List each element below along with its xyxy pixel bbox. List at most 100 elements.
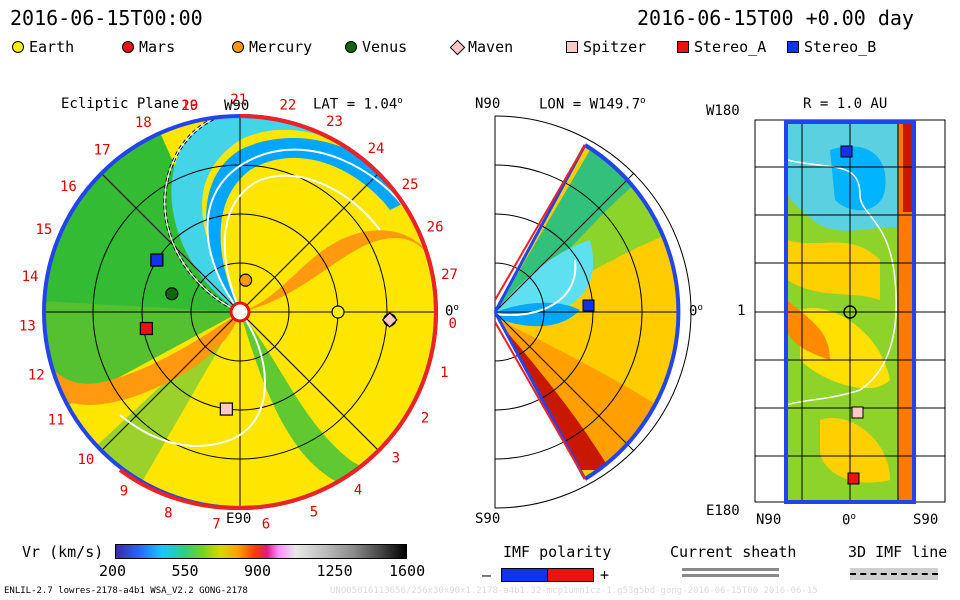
ecliptic-spitzer-marker xyxy=(219,402,233,416)
meridional-top-label: N90 xyxy=(475,96,501,112)
sector-label: 3 xyxy=(392,450,400,466)
sector-label: 9 xyxy=(120,484,128,500)
radial-top-left: W180 xyxy=(706,103,740,119)
radial-stereo-a-marker xyxy=(847,472,860,485)
sector-label: 25 xyxy=(402,177,419,193)
radial-x-mid: 0o xyxy=(842,512,856,529)
imf3d-title: 3D IMF line xyxy=(848,543,948,561)
sector-label: 0 xyxy=(448,316,456,332)
ecliptic-right-label: 0o xyxy=(445,303,459,320)
ecliptic-bottom-label: E90 xyxy=(226,511,252,527)
radial-earth-marker xyxy=(843,305,857,319)
sector-label: 20 xyxy=(181,98,198,114)
ecliptic-stereo_a-marker xyxy=(139,321,153,336)
legend-item-spitzer: Spitzer xyxy=(566,38,646,56)
legend-label: Spitzer xyxy=(583,38,647,56)
sector-label: 6 xyxy=(262,516,270,532)
radial-x-left: N90 xyxy=(756,512,782,528)
meridional-bottom-label: S90 xyxy=(475,511,501,527)
legend-label: Stereo_B xyxy=(804,38,877,56)
ecliptic-lat: LAT = 1.04o xyxy=(313,96,403,113)
stereo_b-symbol-icon xyxy=(787,41,799,53)
imf-plus: + xyxy=(600,566,610,584)
sheath-swatch xyxy=(682,568,779,580)
ecliptic-maven-marker xyxy=(381,311,398,328)
spitzer-symbol-icon xyxy=(566,41,578,53)
sector-label: 24 xyxy=(368,141,385,157)
ecliptic-mercury-marker xyxy=(239,273,253,287)
legend-item-mars: Mars xyxy=(122,38,175,56)
sector-label: 18 xyxy=(135,115,152,131)
ecliptic-earth-marker xyxy=(331,305,345,319)
legend-item-earth: Earth xyxy=(12,38,74,56)
stereo_a-symbol-icon xyxy=(677,41,689,53)
sector-label: 16 xyxy=(60,179,77,195)
sun-marker xyxy=(229,301,251,323)
sheath-title: Current sheath xyxy=(670,543,797,561)
radial-stereo-b-marker xyxy=(840,145,853,158)
legend-label: Earth xyxy=(29,38,75,56)
imf3d-swatch xyxy=(850,568,938,580)
sector-label: 10 xyxy=(77,452,94,468)
sector-label: 1 xyxy=(440,365,448,381)
sector-label: 14 xyxy=(22,269,39,285)
colorbar xyxy=(115,544,407,559)
left-timestamp: 2016-06-15T00:00 xyxy=(10,6,203,30)
legend-label: Venus xyxy=(362,38,408,56)
colorbar-tick: 1600 xyxy=(389,562,426,580)
meridional-right-label: 0o xyxy=(689,303,703,320)
colorbar-tick: 1250 xyxy=(316,562,353,580)
legend-label: Mercury xyxy=(249,38,313,56)
imf-positive-bar xyxy=(547,568,594,582)
meridional-stereo-b-marker xyxy=(582,299,595,312)
radial-spitzer-marker xyxy=(851,406,864,419)
colorbar-tick: 900 xyxy=(244,562,272,580)
sector-label: 23 xyxy=(326,114,343,130)
legend-item-stereo_b: Stereo_B xyxy=(787,38,876,56)
legend-item-stereo_a: Stereo_A xyxy=(677,38,766,56)
footer-left: ENLIL-2.7 lowres-2178-a4b1 WSA_V2.2 GONG… xyxy=(4,586,248,596)
earth-symbol-icon xyxy=(12,41,24,53)
sector-label: 15 xyxy=(35,222,52,238)
mercury-symbol-icon xyxy=(232,41,244,53)
sector-label: 11 xyxy=(48,413,65,429)
right-timestamp: 2016-06-15T00 +0.00 day xyxy=(637,6,914,30)
sector-label: 13 xyxy=(19,319,36,335)
ecliptic-top-label: W90 xyxy=(224,98,250,114)
sector-label: 22 xyxy=(279,98,296,114)
imf-title: IMF polarity xyxy=(503,543,612,561)
legend-item-maven: Maven xyxy=(449,38,514,56)
sector-label: 8 xyxy=(164,506,172,522)
colorbar-tick: 550 xyxy=(171,562,199,580)
mars-symbol-icon xyxy=(122,41,134,53)
sector-label: 21 xyxy=(230,92,247,108)
colorbar-tick: 200 xyxy=(99,562,127,580)
legend-label: Stereo_A xyxy=(694,38,767,56)
sector-label: 19 xyxy=(181,98,198,114)
imf-negative-bar xyxy=(501,568,549,582)
legend-item-mercury: Mercury xyxy=(232,38,312,56)
radial-mid-left: 1 xyxy=(737,303,746,319)
legend-label: Maven xyxy=(468,38,514,56)
sector-label: 4 xyxy=(354,482,362,498)
footer-right: UNO05016113656/256x30x90x1.2178-a4b1.32-… xyxy=(330,586,818,596)
venus-symbol-icon xyxy=(345,41,357,53)
meridional-lon: LON = W149.7o xyxy=(539,96,646,113)
radial-x-right: S90 xyxy=(913,512,939,528)
sector-label: 26 xyxy=(427,220,444,236)
ecliptic-stereo_b-marker xyxy=(150,253,164,267)
legend-item-venus: Venus xyxy=(345,38,407,56)
sector-label: 12 xyxy=(28,367,45,383)
ecliptic-venus-marker xyxy=(165,287,179,301)
imf-minus: – xyxy=(482,566,492,584)
radial-bottom-left: E180 xyxy=(706,503,740,519)
ecliptic-title: Ecliptic Plane xyxy=(61,96,180,112)
sector-label: 7 xyxy=(212,517,220,533)
legend-label: Mars xyxy=(139,38,176,56)
sector-label: 27 xyxy=(441,267,458,283)
sector-label: 2 xyxy=(421,410,429,426)
sector-label: 5 xyxy=(310,505,318,521)
